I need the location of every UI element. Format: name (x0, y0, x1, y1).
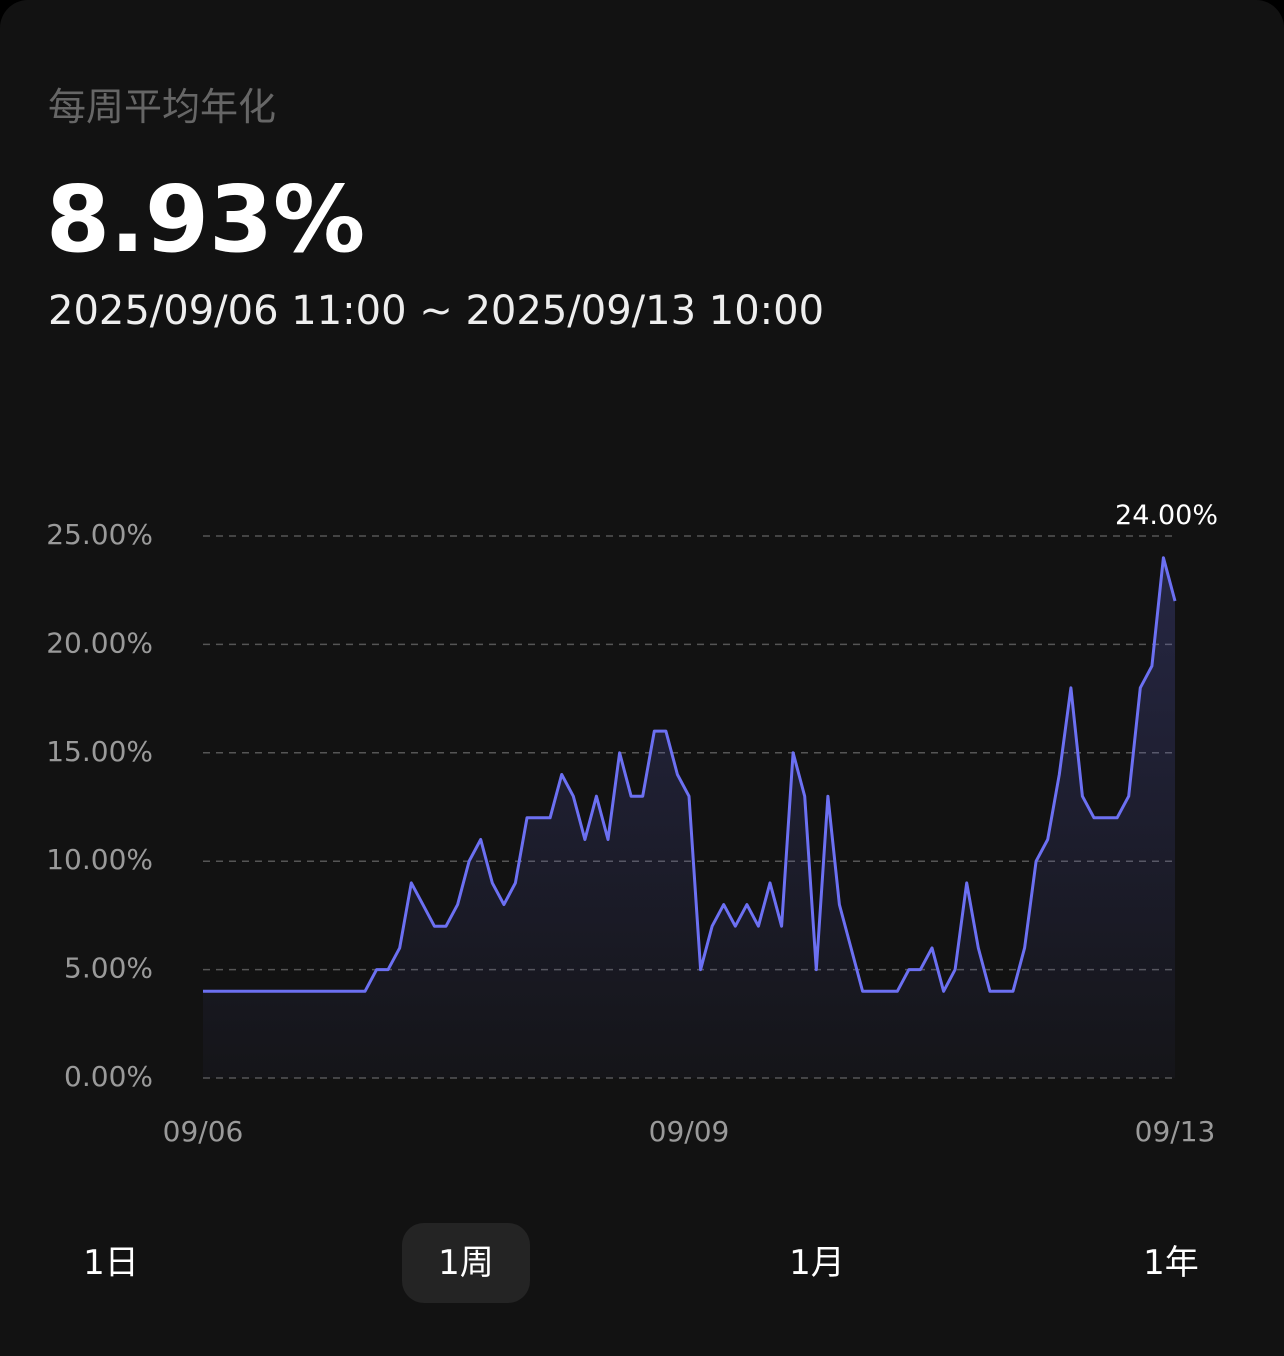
x-tick-label: 09/09 (649, 1115, 730, 1148)
max-annotation: 24.00% (1115, 500, 1218, 531)
line (203, 556, 1177, 993)
y-tick-label: 15.00% (46, 735, 153, 768)
y-tick-label: 25.00% (46, 518, 153, 551)
range-tabs: 1日 1周 1月 1年 (0, 1223, 1284, 1303)
range-tab[interactable]: 1年 (1143, 1243, 1199, 1283)
y-tick-label: 10.00% (46, 843, 153, 876)
x-tick-label: 09/06 (163, 1115, 244, 1148)
x-tick-label: 09/13 (1135, 1115, 1216, 1148)
date-range: 2025/09/06 11:00 ~ 2025/09/13 10:00 (48, 288, 825, 334)
y-tick-label: 0.00% (64, 1060, 153, 1093)
y-tick-label: 20.00% (46, 626, 153, 659)
y-tick-label: 5.00% (64, 952, 153, 985)
chart: 0.00% 5.00% 10.00% 15.00% 20.00% 25.00% 09/06 0… (46, 500, 1218, 1148)
title: 每周平均年化 (48, 85, 277, 129)
headline-value: 8.93% (46, 166, 366, 273)
range-tab[interactable]: 1月 (789, 1243, 845, 1283)
range-tab[interactable]: 1周 (402, 1223, 530, 1303)
range-tab[interactable]: 1日 (83, 1243, 139, 1283)
